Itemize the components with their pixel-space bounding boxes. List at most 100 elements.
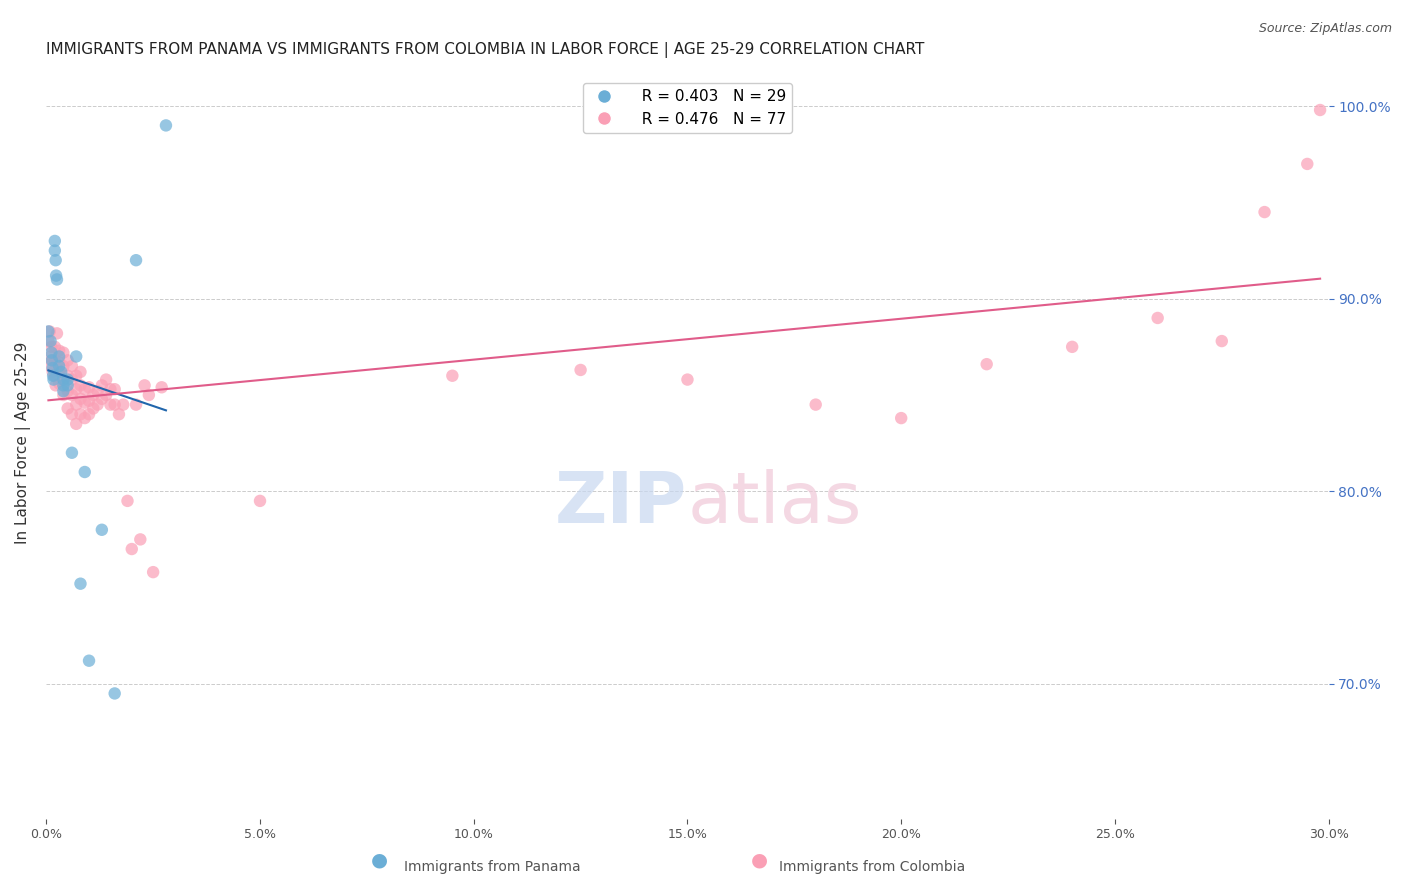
Point	[45, 378, 67, 392]
Point	[41, 353, 63, 368]
Point	[69, 378, 91, 392]
Point	[69, 576, 91, 591]
Point	[52, 359, 75, 373]
Legend:   R = 0.403   N = 29,   R = 0.476   N = 77: R = 0.403 N = 29, R = 0.476 N = 77	[583, 83, 792, 133]
Text: Immigrants from Panama: Immigrants from Panama	[404, 860, 581, 874]
Point	[82, 401, 104, 416]
Text: IMMIGRANTS FROM PANAMA VS IMMIGRANTS FROM COLOMBIA IN LABOR FORCE | AGE 25-29 CO: IMMIGRANTS FROM PANAMA VS IMMIGRANTS FRO…	[46, 42, 925, 58]
Point	[45, 268, 67, 283]
Point	[69, 407, 91, 421]
Point	[77, 654, 100, 668]
Point	[38, 325, 60, 339]
Point	[104, 382, 127, 396]
Point	[112, 398, 135, 412]
Point	[48, 365, 70, 379]
Point	[45, 253, 67, 268]
Point	[52, 373, 75, 387]
Point	[108, 407, 131, 421]
Point	[77, 393, 100, 408]
Point	[41, 340, 63, 354]
Point	[90, 378, 112, 392]
Point	[44, 234, 66, 248]
Y-axis label: In Labor Force | Age 25-29: In Labor Force | Age 25-29	[15, 342, 31, 544]
Point	[890, 411, 912, 425]
Point	[56, 401, 79, 416]
Point	[48, 343, 70, 358]
Point	[46, 326, 69, 341]
Point	[65, 398, 87, 412]
Point	[56, 368, 79, 383]
Point	[51, 365, 73, 379]
Point	[42, 368, 65, 383]
Point	[60, 359, 83, 373]
Point	[676, 373, 699, 387]
Text: Immigrants from Colombia: Immigrants from Colombia	[779, 860, 965, 874]
Point	[94, 388, 117, 402]
Point	[441, 368, 464, 383]
Point	[39, 334, 62, 348]
Point	[41, 345, 63, 359]
Point	[69, 392, 91, 406]
Point	[94, 373, 117, 387]
Point	[42, 373, 65, 387]
Point	[134, 378, 156, 392]
Point	[1146, 310, 1168, 325]
Point	[52, 345, 75, 359]
Point	[100, 382, 122, 396]
Point	[73, 411, 96, 425]
Point	[65, 350, 87, 364]
Point	[82, 388, 104, 402]
Point	[569, 363, 592, 377]
Point	[48, 355, 70, 369]
Point	[46, 272, 69, 286]
Point	[65, 382, 87, 396]
Point	[69, 365, 91, 379]
Point	[1062, 340, 1084, 354]
Point	[37, 325, 59, 339]
Point	[56, 378, 79, 392]
Point	[249, 494, 271, 508]
Point	[104, 686, 127, 700]
Point	[90, 392, 112, 406]
Point	[44, 368, 66, 383]
Text: ●: ●	[371, 851, 388, 870]
Point	[73, 382, 96, 396]
Point	[1309, 103, 1331, 117]
Point	[150, 380, 173, 394]
Point	[41, 361, 63, 376]
Point	[41, 353, 63, 368]
Point	[125, 253, 148, 268]
Point	[60, 446, 83, 460]
Point	[1211, 334, 1233, 348]
Point	[52, 388, 75, 402]
Point	[129, 533, 152, 547]
Point	[60, 388, 83, 402]
Point	[44, 353, 66, 368]
Point	[142, 565, 165, 579]
Point	[73, 465, 96, 479]
Point	[52, 378, 75, 392]
Point	[39, 359, 62, 373]
Point	[155, 119, 177, 133]
Point	[86, 398, 108, 412]
Point	[41, 365, 63, 379]
Text: ●: ●	[751, 851, 768, 870]
Point	[39, 350, 62, 364]
Point	[56, 373, 79, 387]
Point	[48, 350, 70, 364]
Point	[77, 407, 100, 421]
Point	[44, 244, 66, 258]
Point	[56, 353, 79, 368]
Text: ZIP: ZIP	[555, 468, 688, 538]
Point	[90, 523, 112, 537]
Point	[60, 373, 83, 387]
Point	[1296, 157, 1319, 171]
Point	[104, 398, 127, 412]
Point	[125, 398, 148, 412]
Text: Source: ZipAtlas.com: Source: ZipAtlas.com	[1258, 22, 1392, 36]
Point	[117, 494, 139, 508]
Point	[37, 334, 59, 348]
Point	[86, 384, 108, 398]
Point	[56, 384, 79, 398]
Point	[138, 388, 160, 402]
